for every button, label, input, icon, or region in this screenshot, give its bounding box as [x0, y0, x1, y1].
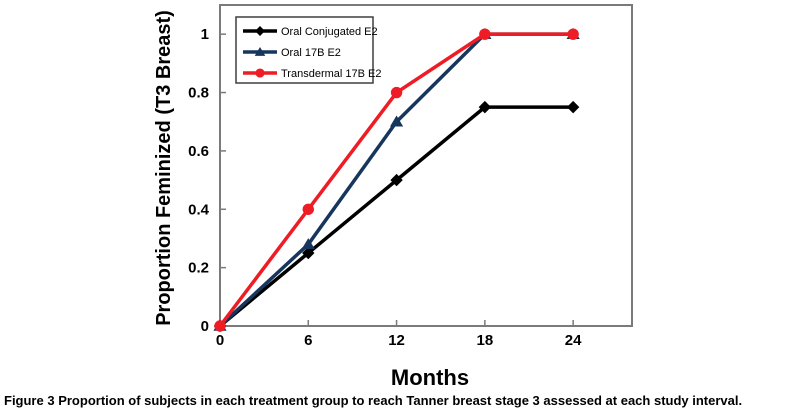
- x-tick-label: 6: [304, 332, 312, 349]
- data-point-marker: [478, 100, 492, 114]
- y-tick-label: 0.2: [188, 260, 209, 277]
- x-tick-label: 12: [388, 332, 405, 349]
- figure-caption: Figure 3 Proportion of subjects in each …: [4, 393, 792, 409]
- data-point-marker: [567, 28, 579, 40]
- legend-label: Oral 17B E2: [281, 47, 341, 59]
- data-point-marker: [566, 100, 580, 114]
- data-point-marker: [389, 115, 404, 127]
- data-point-marker: [301, 238, 315, 250]
- data-point-marker: [390, 86, 403, 99]
- data-point-marker: [302, 246, 315, 260]
- y-tick-label: 0.4: [188, 201, 210, 218]
- plot-frame: [219, 4, 633, 327]
- data-point-marker: [479, 28, 491, 40]
- x-axis-title: Months: [391, 365, 469, 390]
- y-tick-label: 0: [201, 318, 209, 335]
- legend-label: Oral Conjugated E2: [281, 26, 378, 38]
- caption-label: Figure 3: [4, 393, 55, 408]
- data-point-marker: [302, 203, 314, 215]
- data-point-marker: [390, 173, 403, 187]
- series-line: [218, 105, 574, 328]
- legend-marker: [254, 47, 266, 56]
- data-point-marker: [214, 320, 226, 332]
- y-axis-title: Proportion Feminized (T3 Breast): [153, 10, 175, 326]
- y-tick-label: 0.8: [188, 85, 209, 102]
- chart-area: 0 6 12 18 24 0 0.2 0.4 0.6 0.8 1 Months Proportion F…: [153, 4, 633, 390]
- x-tick-label: 0: [216, 332, 224, 349]
- legend-marker: [255, 68, 265, 78]
- caption-text: Proportion of subjects in each treatment…: [58, 393, 743, 408]
- x-tick-label: 18: [477, 332, 494, 349]
- y-tick-label: 0.6: [188, 143, 209, 160]
- legend-marker: [255, 26, 265, 36]
- chart-svg: 0 6 12 18 24 0 0.2 0.4 0.6 0.8 1 Months Proportion F…: [153, 4, 633, 390]
- x-tick-label: 24: [565, 332, 582, 349]
- legend-label: Transdermal 17B E2: [281, 68, 381, 80]
- y-tick-label: 1: [201, 26, 209, 43]
